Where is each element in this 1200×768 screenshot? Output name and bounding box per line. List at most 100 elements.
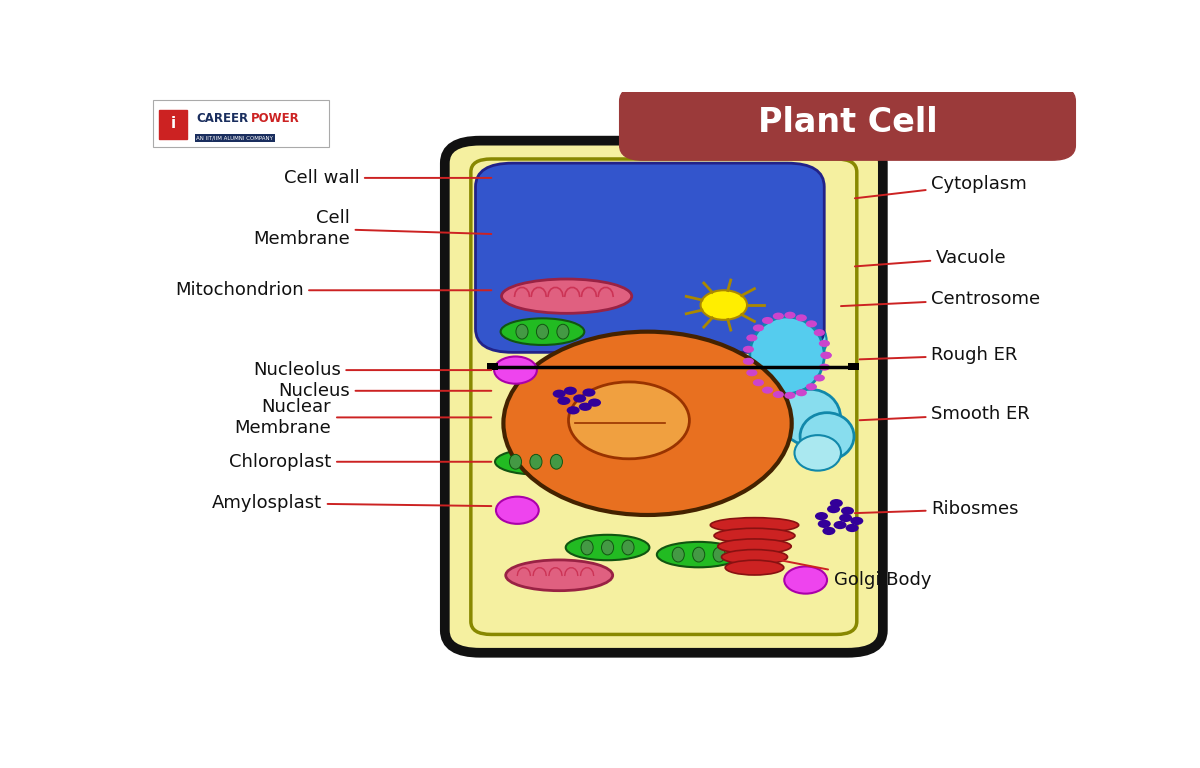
Ellipse shape	[672, 548, 684, 562]
Circle shape	[839, 514, 852, 522]
Ellipse shape	[622, 540, 634, 555]
Ellipse shape	[502, 279, 631, 313]
Text: i: i	[170, 116, 176, 131]
Ellipse shape	[714, 528, 794, 543]
Circle shape	[578, 402, 592, 411]
Circle shape	[752, 324, 764, 332]
Ellipse shape	[713, 548, 725, 562]
Ellipse shape	[725, 560, 784, 575]
Circle shape	[785, 567, 827, 594]
Ellipse shape	[800, 412, 854, 460]
Circle shape	[834, 521, 846, 529]
Text: Cell wall: Cell wall	[283, 169, 491, 187]
Ellipse shape	[530, 455, 542, 469]
Text: Cell
Membrane: Cell Membrane	[253, 209, 491, 247]
Circle shape	[806, 320, 817, 327]
Text: Nucleolus: Nucleolus	[253, 361, 491, 379]
Text: Rough ER: Rough ER	[859, 346, 1018, 364]
Ellipse shape	[601, 540, 613, 555]
Text: Ribosmes: Ribosmes	[854, 500, 1019, 518]
Text: Nuclear
Membrane: Nuclear Membrane	[235, 398, 491, 437]
Circle shape	[821, 352, 832, 359]
Circle shape	[818, 340, 830, 347]
Ellipse shape	[780, 389, 840, 445]
FancyBboxPatch shape	[445, 141, 883, 653]
Text: Plant Cell: Plant Cell	[757, 107, 937, 140]
Circle shape	[817, 520, 830, 528]
Circle shape	[743, 346, 754, 353]
Ellipse shape	[794, 435, 841, 471]
Ellipse shape	[496, 449, 577, 475]
Circle shape	[564, 386, 577, 395]
Circle shape	[796, 314, 806, 322]
Circle shape	[557, 397, 570, 405]
Ellipse shape	[505, 560, 613, 591]
Circle shape	[752, 379, 764, 386]
Circle shape	[504, 332, 792, 515]
Circle shape	[588, 399, 601, 407]
Bar	[160, 110, 187, 140]
Ellipse shape	[565, 535, 649, 560]
Circle shape	[785, 392, 796, 399]
Ellipse shape	[551, 455, 563, 469]
Text: Nucleus: Nucleus	[278, 382, 491, 400]
Circle shape	[830, 499, 842, 508]
Text: AN IIT/IIM ALUMNI COMPANY: AN IIT/IIM ALUMNI COMPANY	[197, 136, 274, 141]
Ellipse shape	[557, 324, 569, 339]
Bar	[847, 363, 859, 370]
Circle shape	[785, 312, 796, 319]
Circle shape	[762, 317, 773, 324]
Circle shape	[806, 383, 817, 390]
Bar	[487, 363, 498, 370]
Ellipse shape	[516, 324, 528, 339]
Ellipse shape	[536, 324, 548, 339]
Circle shape	[827, 505, 840, 513]
Circle shape	[701, 290, 748, 319]
Circle shape	[821, 352, 832, 359]
Ellipse shape	[710, 518, 799, 532]
Circle shape	[553, 389, 565, 398]
FancyBboxPatch shape	[619, 86, 1075, 161]
Ellipse shape	[510, 455, 522, 469]
Circle shape	[569, 382, 690, 458]
Ellipse shape	[581, 540, 593, 555]
Circle shape	[743, 358, 754, 365]
Ellipse shape	[718, 539, 791, 554]
Ellipse shape	[750, 317, 824, 394]
Ellipse shape	[721, 550, 787, 564]
Text: Centrosome: Centrosome	[841, 290, 1040, 308]
Text: Chloroplast: Chloroplast	[229, 453, 491, 471]
Circle shape	[814, 329, 824, 336]
Circle shape	[746, 369, 757, 376]
Text: Vacuole: Vacuole	[854, 249, 1007, 266]
Circle shape	[494, 356, 536, 384]
Text: Golgi Body: Golgi Body	[748, 554, 931, 589]
Text: Cytoplasm: Cytoplasm	[854, 175, 1027, 198]
Circle shape	[773, 313, 784, 319]
Circle shape	[815, 512, 828, 520]
Circle shape	[822, 527, 835, 535]
FancyBboxPatch shape	[475, 163, 824, 353]
Circle shape	[796, 389, 806, 396]
Text: Smooth ER: Smooth ER	[859, 406, 1030, 423]
Ellipse shape	[775, 317, 827, 364]
Circle shape	[746, 334, 757, 342]
Circle shape	[818, 363, 830, 371]
Circle shape	[566, 406, 580, 415]
Circle shape	[773, 391, 784, 398]
Circle shape	[582, 389, 595, 397]
Circle shape	[841, 507, 854, 515]
Circle shape	[496, 497, 539, 524]
Circle shape	[814, 375, 824, 382]
FancyBboxPatch shape	[152, 100, 329, 147]
Text: Amylosplast: Amylosplast	[212, 494, 491, 512]
Circle shape	[851, 517, 863, 525]
Text: Mitochondrion: Mitochondrion	[175, 281, 491, 300]
Ellipse shape	[656, 542, 740, 568]
Text: POWER: POWER	[251, 112, 299, 125]
Circle shape	[846, 524, 859, 532]
Ellipse shape	[692, 548, 704, 562]
Circle shape	[574, 394, 586, 402]
FancyBboxPatch shape	[470, 159, 857, 634]
Text: CAREER: CAREER	[197, 112, 248, 125]
